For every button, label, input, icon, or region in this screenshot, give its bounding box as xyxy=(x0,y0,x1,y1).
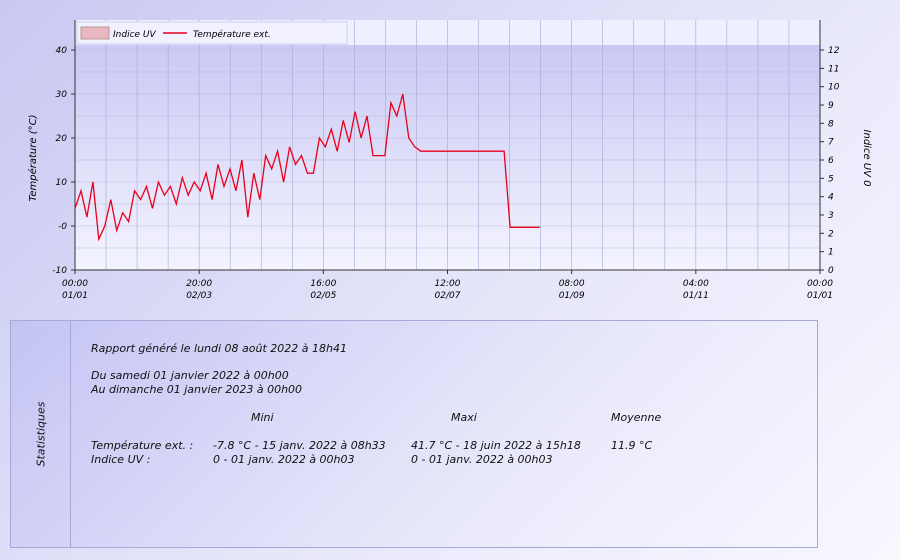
axes: -10-010203040012345678910111200:0001/012… xyxy=(52,20,840,301)
x-tick-label-date: 02/03 xyxy=(186,291,212,301)
y-tick-label-right: 6 xyxy=(828,156,834,166)
y-tick-label-right: 3 xyxy=(828,211,834,221)
row-max-uv: 0 - 01 janv. 2022 à 00h03 xyxy=(411,453,553,466)
legend-swatch-uv xyxy=(80,26,110,40)
y-tick-label-right: 10 xyxy=(828,83,840,93)
header-min: Mini xyxy=(251,411,274,424)
y-tick-label-left: -0 xyxy=(58,222,67,232)
row-min-temperature: -7.8 °C - 15 janv. 2022 à 08h33 xyxy=(213,439,386,452)
x-tick-label-time: 20:00 xyxy=(186,279,212,289)
y-tick-label-left: 30 xyxy=(56,90,68,100)
row-min-uv: 0 - 01 janv. 2022 à 00h03 xyxy=(213,453,355,466)
x-tick-label-time: 00:00 xyxy=(62,279,88,289)
period-from: Du samedi 01 janvier 2022 à 00h00 xyxy=(91,369,289,382)
statistics-panel: Statistiques Rapport généré le lundi 08 … xyxy=(10,320,818,548)
y-tick-label-right: 11 xyxy=(828,64,839,74)
x-tick-label-date: 01/01 xyxy=(62,291,88,301)
y-tick-label-right: 0 xyxy=(828,266,834,276)
grid xyxy=(74,20,821,271)
y-tick-label-right: 4 xyxy=(828,193,834,203)
legend-label-temperature: Température ext. xyxy=(193,29,271,40)
header-avg: Moyenne xyxy=(611,411,662,424)
x-tick-label-time: 08:00 xyxy=(559,279,585,289)
y-tick-label-left: -10 xyxy=(52,266,67,276)
y-tick-label-left: 20 xyxy=(56,134,68,144)
y-tick-label-right: 2 xyxy=(828,229,834,239)
row-label-uv: Indice UV : xyxy=(91,453,151,466)
statistics-side-label: Statistiques xyxy=(34,401,48,467)
legend: Indice UV Température ext. xyxy=(76,21,348,45)
x-tick-label-date: 02/07 xyxy=(435,291,461,301)
y-axis-left-label: Température (°C) xyxy=(27,115,39,202)
row-label-temperature: Température ext. : xyxy=(91,439,194,452)
y-tick-label-left: 10 xyxy=(56,178,68,188)
report-generated: Rapport généré le lundi 08 août 2022 à 1… xyxy=(91,342,347,355)
series-line-temperature xyxy=(74,93,540,242)
x-tick-label-date: 02/05 xyxy=(310,291,336,301)
y-tick-label-right: 12 xyxy=(828,46,840,56)
legend-label-uv: Indice UV xyxy=(113,30,157,40)
row-avg-temperature: 11.9 °C xyxy=(611,439,653,452)
row-max-temperature: 41.7 °C - 18 juin 2022 à 15h18 xyxy=(411,439,581,452)
x-tick-label-time: 16:00 xyxy=(310,279,336,289)
x-tick-label-date: 01/09 xyxy=(559,291,585,301)
y-tick-label-right: 7 xyxy=(828,138,834,148)
x-tick-label-time: 04:00 xyxy=(683,279,709,289)
y-tick-label-right: 9 xyxy=(828,101,834,111)
x-tick-label-date: 01/11 xyxy=(683,291,709,301)
x-tick-label-time: 12:00 xyxy=(435,279,461,289)
chart: Indice UV Température ext. -10-0102030400… xyxy=(27,20,872,301)
statistics-side-tab: Statistiques xyxy=(11,321,71,547)
y-tick-label-right: 1 xyxy=(828,248,834,258)
x-tick-label-time: 00:00 xyxy=(807,279,833,289)
period-to: Au dimanche 01 janvier 2023 à 00h00 xyxy=(91,383,303,396)
legend-box xyxy=(76,21,348,45)
y-tick-label-right: 8 xyxy=(828,119,834,129)
y-tick-label-right: 5 xyxy=(828,174,834,184)
x-tick-label-date: 01/01 xyxy=(807,291,833,301)
header-max: Maxi xyxy=(451,411,477,424)
y-axis-right-label: Indice UV 0 xyxy=(861,130,872,187)
y-tick-label-left: 40 xyxy=(56,46,68,56)
